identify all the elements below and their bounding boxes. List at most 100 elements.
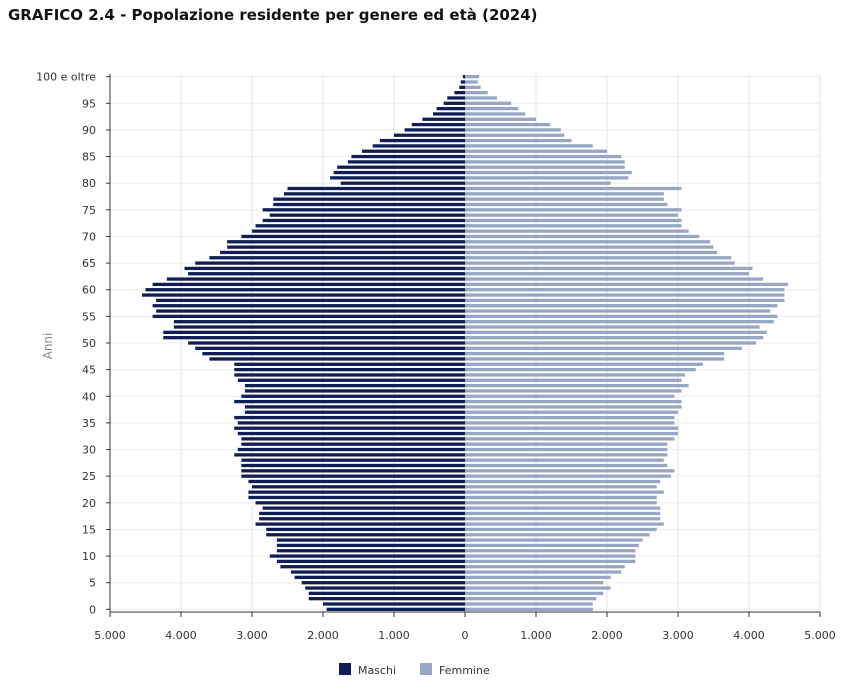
bar-maschi-age-43[interactable] <box>237 378 465 382</box>
bar-maschi-age-28[interactable] <box>241 458 465 462</box>
bar-femmine-age-71[interactable] <box>465 229 689 233</box>
bar-maschi-age-47[interactable] <box>209 357 465 361</box>
bar-femmine-age-20[interactable] <box>465 501 657 505</box>
bar-femmine-age-9[interactable] <box>465 559 636 564</box>
bar-femmine-age-99[interactable] <box>465 80 478 84</box>
bar-femmine-age-18[interactable] <box>465 511 661 516</box>
bar-maschi-age-85[interactable] <box>351 154 465 159</box>
bar-femmine-age-73[interactable] <box>465 218 682 223</box>
bar-maschi-age-69[interactable] <box>227 240 465 244</box>
bar-femmine-age-30[interactable] <box>465 447 668 452</box>
bar-femmine-age-97[interactable] <box>465 90 488 95</box>
bar-femmine-age-51[interactable] <box>465 336 764 340</box>
bar-femmine-age-56[interactable] <box>465 309 771 313</box>
bar-femmine-age-79[interactable] <box>465 186 682 191</box>
bar-maschi-age-90[interactable] <box>404 128 465 132</box>
bar-femmine-age-39[interactable] <box>465 399 682 404</box>
bar-femmine-age-16[interactable] <box>465 522 664 526</box>
bar-maschi-age-45[interactable] <box>234 367 465 372</box>
bar-femmine-age-89[interactable] <box>465 133 565 137</box>
bar-maschi-age-13[interactable] <box>276 538 465 542</box>
bar-maschi-age-50[interactable] <box>188 341 465 345</box>
bar-femmine-age-8[interactable] <box>465 565 625 569</box>
bar-maschi-age-82[interactable] <box>333 170 465 175</box>
bar-maschi-age-1[interactable] <box>323 602 465 606</box>
bar-femmine-age-60[interactable] <box>465 288 785 292</box>
bar-maschi-age-39[interactable] <box>234 399 465 404</box>
bar-femmine-age-93[interactable] <box>465 112 526 116</box>
bar-femmine-age-82[interactable] <box>465 170 632 175</box>
bar-maschi-age-87[interactable] <box>372 144 465 148</box>
bar-maschi-age-17[interactable] <box>259 517 465 521</box>
bar-maschi-age-31[interactable] <box>241 442 465 446</box>
bar-maschi-age-77[interactable] <box>273 197 465 201</box>
bar-femmine-age-76[interactable] <box>465 202 668 207</box>
bar-femmine-age-21[interactable] <box>465 495 657 500</box>
bar-femmine-age-48[interactable] <box>465 352 725 356</box>
bar-maschi-age-76[interactable] <box>273 202 465 207</box>
bar-femmine-age-27[interactable] <box>465 463 668 468</box>
bar-femmine-age-10[interactable] <box>465 554 636 558</box>
bar-maschi-age-46[interactable] <box>234 362 465 366</box>
bar-maschi-age-18[interactable] <box>259 511 465 516</box>
bar-maschi-age-58[interactable] <box>156 298 465 303</box>
bar-maschi-age-55[interactable] <box>152 314 465 319</box>
bar-femmine-age-6[interactable] <box>465 575 611 580</box>
bar-maschi-age-95[interactable] <box>443 101 465 105</box>
bar-maschi-age-64[interactable] <box>184 266 466 271</box>
bar-femmine-age-81[interactable] <box>465 176 629 180</box>
bar-maschi-age-53[interactable] <box>173 325 465 329</box>
bar-maschi-age-8[interactable] <box>280 565 465 569</box>
bar-maschi-age-27[interactable] <box>241 463 465 468</box>
bar-femmine-age-2[interactable] <box>465 597 597 601</box>
bar-femmine-age-5[interactable] <box>465 581 604 585</box>
bar-maschi-age-99[interactable] <box>460 80 465 84</box>
bar-femmine-age-68[interactable] <box>465 245 714 249</box>
bar-maschi-age-94[interactable] <box>436 106 465 111</box>
bar-femmine-age-95[interactable] <box>465 101 512 105</box>
bar-maschi-age-51[interactable] <box>163 336 465 340</box>
bar-maschi-age-29[interactable] <box>234 453 465 457</box>
bar-maschi-age-34[interactable] <box>234 426 465 430</box>
bar-femmine-age-25[interactable] <box>465 474 671 478</box>
bar-maschi-age-80[interactable] <box>340 181 465 185</box>
bar-maschi-age-48[interactable] <box>202 352 466 356</box>
bar-femmine-age-86[interactable] <box>465 149 607 153</box>
bar-femmine-age-3[interactable] <box>465 591 604 596</box>
bar-femmine-age-94[interactable] <box>465 106 519 111</box>
bar-femmine-age-47[interactable] <box>465 357 725 361</box>
bar-femmine-age-65[interactable] <box>465 261 735 265</box>
bar-femmine-age-19[interactable] <box>465 506 661 510</box>
bar-femmine-age-90[interactable] <box>465 128 561 132</box>
bar-femmine-age-43[interactable] <box>465 378 682 382</box>
bar-maschi-age-41[interactable] <box>244 389 465 393</box>
bar-maschi-age-75[interactable] <box>262 208 465 212</box>
bar-maschi-age-93[interactable] <box>433 112 465 116</box>
bar-maschi-age-73[interactable] <box>262 218 465 223</box>
bar-femmine-age-87[interactable] <box>465 144 593 148</box>
bar-maschi-age-92[interactable] <box>422 117 465 121</box>
bar-maschi-age-60[interactable] <box>145 288 466 292</box>
bar-maschi-age-91[interactable] <box>411 122 465 127</box>
bar-maschi-age-24[interactable] <box>248 479 465 484</box>
bar-maschi-age-56[interactable] <box>156 309 465 313</box>
bar-femmine-age-0[interactable] <box>465 607 593 611</box>
bar-maschi-age-11[interactable] <box>276 549 465 553</box>
bar-maschi-age-84[interactable] <box>347 160 465 164</box>
bar-maschi-age-97[interactable] <box>454 90 465 95</box>
bar-femmine-age-66[interactable] <box>465 256 732 260</box>
legend-item-femmine[interactable]: Femmine <box>420 663 490 677</box>
bar-femmine-age-33[interactable] <box>465 431 678 436</box>
bar-femmine-age-35[interactable] <box>465 421 675 425</box>
bar-maschi-age-44[interactable] <box>234 373 465 377</box>
bar-femmine-age-77[interactable] <box>465 197 664 201</box>
bar-maschi-age-30[interactable] <box>237 447 465 452</box>
bar-femmine-age-53[interactable] <box>465 325 760 329</box>
bar-maschi-age-49[interactable] <box>195 346 465 350</box>
bar-femmine-age-4[interactable] <box>465 586 611 590</box>
bar-maschi-age-36[interactable] <box>234 415 465 420</box>
bar-maschi-age-83[interactable] <box>337 165 465 169</box>
bar-maschi-age-59[interactable] <box>141 293 465 297</box>
bar-maschi-age-3[interactable] <box>308 591 465 596</box>
bar-femmine-age-58[interactable] <box>465 298 785 303</box>
